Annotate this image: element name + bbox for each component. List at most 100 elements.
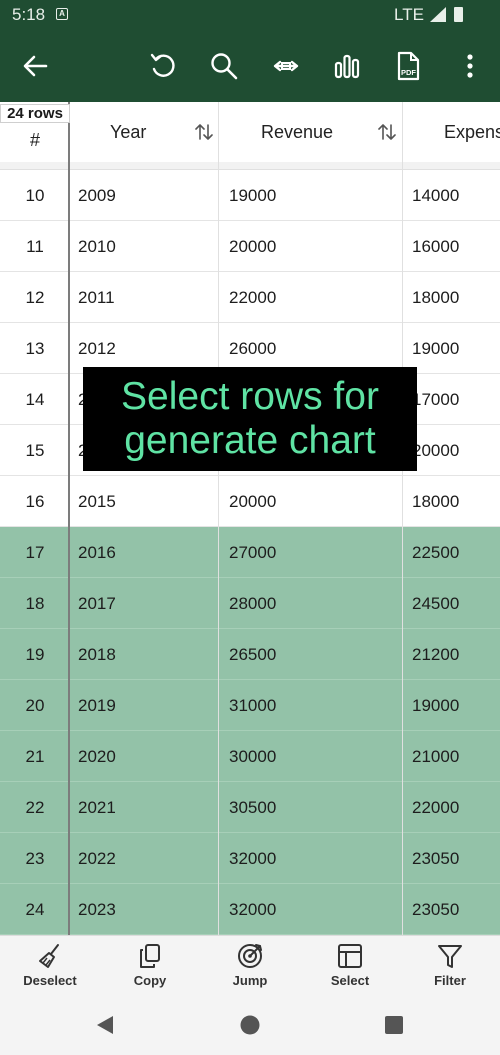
caption-line-2: generate chart xyxy=(124,419,376,462)
jump-button[interactable]: Jump xyxy=(205,942,295,994)
row-number-cell[interactable]: 16 xyxy=(25,492,45,511)
deselect-button[interactable]: Deselect xyxy=(5,942,95,994)
expense-cell[interactable]: 16000 xyxy=(412,237,460,256)
row-number-cell[interactable]: 15 xyxy=(25,441,45,460)
year-cell[interactable]: 2023 xyxy=(78,900,116,919)
row-number-cell[interactable]: 23 xyxy=(25,849,45,868)
expense-cell[interactable]: 18000 xyxy=(412,492,460,511)
year-cell[interactable]: 2018 xyxy=(78,645,116,664)
back-arrow-icon[interactable] xyxy=(19,50,51,82)
sort-revenue-icon[interactable] xyxy=(377,122,397,142)
row-number-cell[interactable]: 24 xyxy=(25,900,45,919)
nav-home-icon[interactable] xyxy=(238,1013,262,1037)
revenue-cell[interactable]: 30500 xyxy=(229,798,277,817)
table-row-selected[interactable]: 24 2023 32000 23050 xyxy=(0,884,500,935)
column-header-revenue[interactable]: Revenue xyxy=(261,122,334,142)
year-cell[interactable]: 2 xyxy=(78,425,218,476)
tutorial-caption: Select rows for generate chart xyxy=(83,367,417,471)
table-row[interactable]: 16 2015 20000 18000 xyxy=(0,476,500,527)
pdf-icon[interactable]: PDF xyxy=(392,50,424,82)
year-cell[interactable]: 2019 xyxy=(78,696,116,715)
table-row-selected[interactable]: 18 2017 28000 24500 xyxy=(0,578,500,629)
expense-cell[interactable]: 22000 xyxy=(412,798,460,817)
year-cell[interactable]: 2010 xyxy=(78,237,116,256)
expense-cell[interactable]: 18000 xyxy=(412,288,460,307)
column-header-year[interactable]: Year xyxy=(110,122,147,142)
revenue-cell[interactable]: 22000 xyxy=(229,288,277,307)
table-row[interactable]: 15 2 20000 xyxy=(0,425,500,476)
select-button[interactable]: Select xyxy=(305,942,395,994)
row-number-cell[interactable]: 19 xyxy=(25,645,45,664)
table-row[interactable]: 10 2009 19000 14000 xyxy=(0,170,500,221)
table-row[interactable]: 11 2010 20000 16000 xyxy=(0,221,500,272)
filter-icon xyxy=(438,945,462,968)
column-header-num[interactable]: # xyxy=(29,130,40,150)
undo-icon[interactable] xyxy=(147,50,179,82)
revenue-cell[interactable]: 20000 xyxy=(229,492,277,511)
nav-recents-icon[interactable] xyxy=(382,1013,406,1037)
revenue-cell[interactable]: 26000 xyxy=(229,339,277,358)
row-number-cell[interactable]: 22 xyxy=(25,798,45,817)
expense-cell[interactable]: 19000 xyxy=(412,696,460,715)
more-vert-icon[interactable] xyxy=(454,50,486,82)
expense-cell[interactable]: 23050 xyxy=(412,900,460,919)
table-row-selected[interactable]: 23 2022 32000 23050 xyxy=(0,833,500,884)
year-cell[interactable]: 2009 xyxy=(78,186,116,205)
expense-cell[interactable]: 14000 xyxy=(412,186,460,205)
table-row[interactable]: 12 2011 22000 18000 xyxy=(0,272,500,323)
table-row-selected[interactable]: 21 2020 30000 21000 xyxy=(0,731,500,782)
expense-cell[interactable]: 23050 xyxy=(412,849,460,868)
table-row-selected[interactable]: 20 2019 31000 19000 xyxy=(0,680,500,731)
nav-back-icon[interactable] xyxy=(93,1013,117,1037)
year-cell[interactable]: 2012 xyxy=(78,339,116,358)
revenue-cell[interactable]: 32000 xyxy=(229,900,277,919)
row-number-cell[interactable]: 10 xyxy=(25,186,45,205)
revenue-cell[interactable]: 31000 xyxy=(229,696,277,715)
status-time: 5:18 xyxy=(12,5,46,24)
revenue-cell[interactable]: 30000 xyxy=(229,747,277,766)
revenue-cell[interactable]: 26500 xyxy=(229,645,277,664)
row-number-cell[interactable]: 20 xyxy=(25,696,45,715)
row-number-cell[interactable]: 17 xyxy=(25,543,45,562)
year-cell[interactable]: 2015 xyxy=(78,492,116,511)
year-cell[interactable]: 2011 xyxy=(78,288,115,307)
expense-cell[interactable]: 20000 xyxy=(412,441,460,460)
expense-cell[interactable]: 19000 xyxy=(412,339,460,358)
year-cell[interactable]: 2020 xyxy=(78,747,116,766)
sort-year-icon[interactable] xyxy=(194,122,214,142)
expense-cell[interactable]: 21000 xyxy=(412,747,460,766)
table-row-selected[interactable]: 22 2021 30500 22000 xyxy=(0,782,500,833)
revenue-cell[interactable]: 19000 xyxy=(229,186,277,205)
expense-cell[interactable]: 22500 xyxy=(412,543,460,562)
broom-icon xyxy=(39,944,59,968)
revenue-cell[interactable]: 28000 xyxy=(229,594,277,613)
row-number-cell[interactable]: 18 xyxy=(25,594,45,613)
row-number-cell[interactable]: 11 xyxy=(26,237,44,256)
row-number-cell[interactable]: 12 xyxy=(25,288,45,307)
table-row-selected[interactable]: 19 2018 26500 21200 xyxy=(0,629,500,680)
top-toolbar: PDF xyxy=(0,30,500,102)
year-cell[interactable]: 2 xyxy=(78,374,218,425)
column-divider xyxy=(402,102,403,935)
row-number-cell[interactable]: 21 xyxy=(25,747,45,766)
year-cell[interactable]: 2017 xyxy=(78,594,116,613)
chart-icon[interactable] xyxy=(331,50,363,82)
year-cell[interactable]: 2021 xyxy=(78,798,116,817)
column-header-expense[interactable]: Expens xyxy=(444,122,500,142)
expense-cell[interactable]: 21200 xyxy=(412,645,460,664)
table-row-selected[interactable]: 17 2016 27000 22500 xyxy=(0,527,500,578)
fit-width-icon[interactable] xyxy=(270,50,302,82)
revenue-cell[interactable]: 27000 xyxy=(229,543,277,562)
revenue-cell[interactable]: 32000 xyxy=(229,849,277,868)
copy-button[interactable]: Copy xyxy=(105,942,195,994)
pdf-label: PDF xyxy=(401,68,416,77)
year-cell[interactable]: 2016 xyxy=(78,543,116,562)
expense-cell[interactable]: 17000 xyxy=(412,390,460,409)
search-icon[interactable] xyxy=(208,50,240,82)
row-number-cell[interactable]: 13 xyxy=(25,339,45,358)
expense-cell[interactable]: 24500 xyxy=(412,594,460,613)
revenue-cell[interactable]: 20000 xyxy=(229,237,277,256)
row-number-cell[interactable]: 14 xyxy=(25,390,45,409)
year-cell[interactable]: 2022 xyxy=(78,849,116,868)
filter-button[interactable]: Filter xyxy=(405,942,495,994)
